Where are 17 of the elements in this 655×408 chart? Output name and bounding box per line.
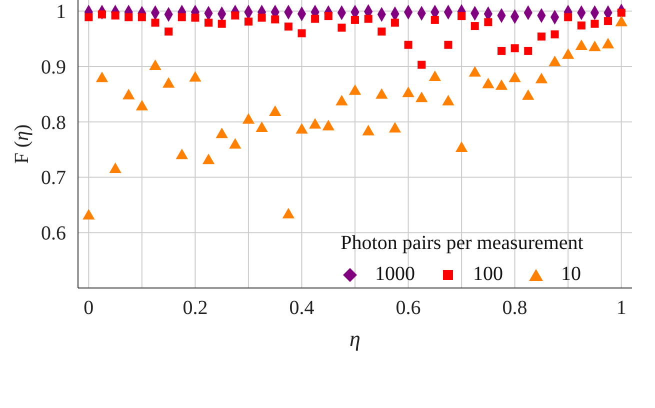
legend-label: 1000 (374, 263, 415, 286)
y-tick-label: 0.8 (41, 112, 66, 134)
y-tick-label: 1 (56, 1, 66, 24)
x-tick-label: 0.2 (182, 297, 208, 319)
y-tick-label: 0.7 (41, 167, 66, 190)
x-tick-label: 0.6 (396, 297, 421, 319)
x-tick-label: 0 (84, 297, 94, 319)
y-tick-label: 0.6 (41, 222, 66, 245)
x-axis-title: η (350, 326, 360, 351)
legend-title: Photon pairs per measurement (340, 232, 584, 255)
legend-label: 10 (560, 263, 581, 286)
x-tick-label: 0.4 (289, 297, 314, 319)
y-tick-label: 0.9 (41, 56, 66, 78)
x-tick-label: 1 (616, 297, 626, 319)
x-tick-label: 0.8 (502, 297, 528, 319)
legend-label: 100 (472, 263, 503, 286)
y-axis-title: F (η) (11, 124, 33, 164)
